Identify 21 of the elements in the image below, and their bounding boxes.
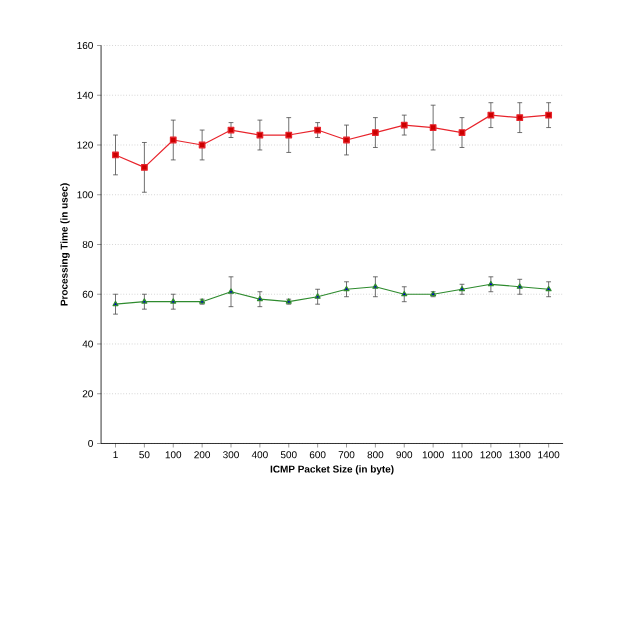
point	[198, 141, 206, 149]
point	[169, 136, 177, 144]
point	[400, 121, 408, 129]
point	[516, 283, 523, 289]
point	[458, 129, 466, 136]
point	[170, 298, 177, 304]
point	[314, 293, 321, 299]
point	[285, 131, 293, 139]
point	[343, 136, 350, 144]
point	[545, 111, 553, 119]
point	[112, 151, 119, 159]
point	[372, 283, 379, 289]
point	[140, 163, 148, 171]
point	[141, 298, 148, 304]
point	[112, 300, 119, 307]
point	[256, 131, 264, 139]
point	[516, 114, 524, 122]
point	[371, 129, 379, 136]
point	[227, 288, 235, 294]
point	[487, 111, 495, 119]
point	[429, 124, 437, 131]
